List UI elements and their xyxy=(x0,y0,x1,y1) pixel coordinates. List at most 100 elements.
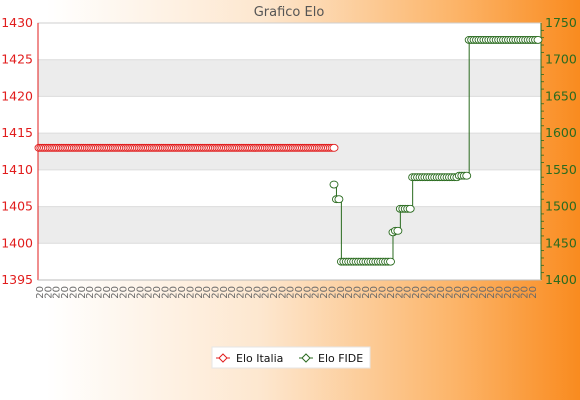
x-tick-label: 20 xyxy=(495,286,506,299)
x-tick-label: 20 xyxy=(35,286,46,299)
plot-band xyxy=(38,59,541,97)
x-tick-label: 20 xyxy=(110,286,121,299)
x-tick-label: 20 xyxy=(277,286,288,299)
x-tick-label: 20 xyxy=(185,286,196,299)
x-tick-label: 20 xyxy=(353,286,364,299)
point-elo-fide xyxy=(533,35,543,44)
x-tick-label: 20 xyxy=(327,286,338,299)
x-tick-label: 20 xyxy=(286,286,297,299)
left-tick-label: 1430 xyxy=(1,15,33,30)
legend-marker-italia xyxy=(218,353,228,363)
x-tick-label: 20 xyxy=(85,286,96,299)
x-tick-label: 20 xyxy=(261,286,272,299)
x-tick-label: 20 xyxy=(378,286,389,299)
x-tick-label: 20 xyxy=(294,286,305,299)
x-tick-label: 20 xyxy=(152,286,163,299)
right-axis: 1400 1450 1500 1550 1600 1650 1700 1750 xyxy=(540,15,577,287)
point-elo-fide xyxy=(329,180,339,189)
x-tick-label: 20 xyxy=(119,286,130,299)
x-tick-label: 20 xyxy=(419,286,430,299)
legend: Elo Italia Elo FIDE xyxy=(211,346,371,369)
legend-label-italia: Elo Italia xyxy=(236,352,283,365)
x-tick-label: 20 xyxy=(470,286,481,299)
right-tick-label: 1650 xyxy=(545,88,577,103)
left-tick-label: 1395 xyxy=(1,272,33,287)
x-tick-label: 20 xyxy=(444,286,455,299)
left-axis: 1395 1400 1405 1410 1415 1420 1425 1430 xyxy=(1,15,39,287)
left-tick-label: 1405 xyxy=(1,199,33,214)
point-elo-fide xyxy=(405,204,415,213)
x-tick-label: 20 xyxy=(127,286,138,299)
x-tick-label: 20 xyxy=(520,286,531,299)
x-tick-label: 20 xyxy=(52,286,63,299)
left-tick-label: 1400 xyxy=(1,235,33,250)
left-tick-label: 1425 xyxy=(1,52,33,67)
x-tick-label: 20 xyxy=(394,286,405,299)
x-tick-label: 20 xyxy=(503,286,514,299)
x-tick-label: 20 xyxy=(302,286,313,299)
x-tick-label: 20 xyxy=(227,286,238,299)
x-tick-label: 20 xyxy=(411,286,422,299)
x-tick-label: 20 xyxy=(93,286,104,299)
plot-bands xyxy=(38,23,541,280)
x-tick-label: 20 xyxy=(144,286,155,299)
x-tick-label: 20 xyxy=(344,286,355,299)
x-tick-label: 20 xyxy=(336,286,347,299)
x-tick-label: 20 xyxy=(478,286,489,299)
x-axis: 2020202020202020202020202020202020202020… xyxy=(35,279,541,299)
x-tick-label: 20 xyxy=(210,286,221,299)
point-elo-fide xyxy=(386,257,395,266)
x-tick-label: 20 xyxy=(311,286,322,299)
right-tick-label: 1600 xyxy=(545,125,577,140)
x-tick-label: 20 xyxy=(428,286,439,299)
right-tick-label: 1500 xyxy=(545,199,577,214)
plot-band xyxy=(38,96,541,134)
plot-band xyxy=(38,206,541,244)
x-tick-label: 20 xyxy=(319,286,330,299)
point-elo-fide xyxy=(462,171,472,180)
right-tick-label: 1400 xyxy=(545,272,577,287)
x-tick-label: 20 xyxy=(202,286,213,299)
right-tick-label: 1450 xyxy=(545,235,577,250)
x-tick-label: 20 xyxy=(403,286,414,299)
x-tick-label: 20 xyxy=(43,286,54,299)
plot-band xyxy=(38,243,541,280)
x-tick-label: 20 xyxy=(236,286,247,299)
x-tick-label: 20 xyxy=(269,286,280,299)
x-tick-label: 20 xyxy=(361,286,372,299)
right-tick-label: 1750 xyxy=(545,15,577,30)
x-tick-label: 20 xyxy=(486,286,497,299)
point-elo-italia xyxy=(329,143,339,152)
x-tick-label: 20 xyxy=(102,286,113,299)
x-tick-label: 20 xyxy=(135,286,146,299)
left-tick-label: 1410 xyxy=(1,162,33,177)
x-tick-label: 20 xyxy=(461,286,472,299)
point-elo-fide xyxy=(393,226,403,235)
x-tick-label: 20 xyxy=(244,286,255,299)
series-layer xyxy=(34,35,543,266)
x-tick-label: 20 xyxy=(160,286,171,299)
plot-band xyxy=(38,23,541,60)
chart-title: Grafico Elo xyxy=(254,5,325,20)
x-tick-label: 20 xyxy=(528,286,539,299)
x-tick-label: 20 xyxy=(194,286,205,299)
left-tick-label: 1415 xyxy=(1,125,33,140)
x-tick-label: 20 xyxy=(369,286,380,299)
left-tick-label: 1420 xyxy=(1,88,33,103)
x-tick-label: 20 xyxy=(219,286,230,299)
right-tick-label: 1700 xyxy=(545,52,577,67)
x-tick-label: 20 xyxy=(169,286,180,299)
x-tick-label: 20 xyxy=(511,286,522,299)
x-tick-label: 20 xyxy=(177,286,188,299)
x-tick-label: 20 xyxy=(436,286,447,299)
legend-box xyxy=(211,346,371,369)
x-tick-label: 20 xyxy=(386,286,397,299)
x-tick-label: 20 xyxy=(77,286,88,299)
x-tick-label: 20 xyxy=(68,286,79,299)
x-tick-label: 20 xyxy=(453,286,464,299)
x-tick-label: 20 xyxy=(252,286,263,299)
right-tick-label: 1550 xyxy=(545,162,577,177)
legend-label-fide: Elo FIDE xyxy=(318,352,363,365)
